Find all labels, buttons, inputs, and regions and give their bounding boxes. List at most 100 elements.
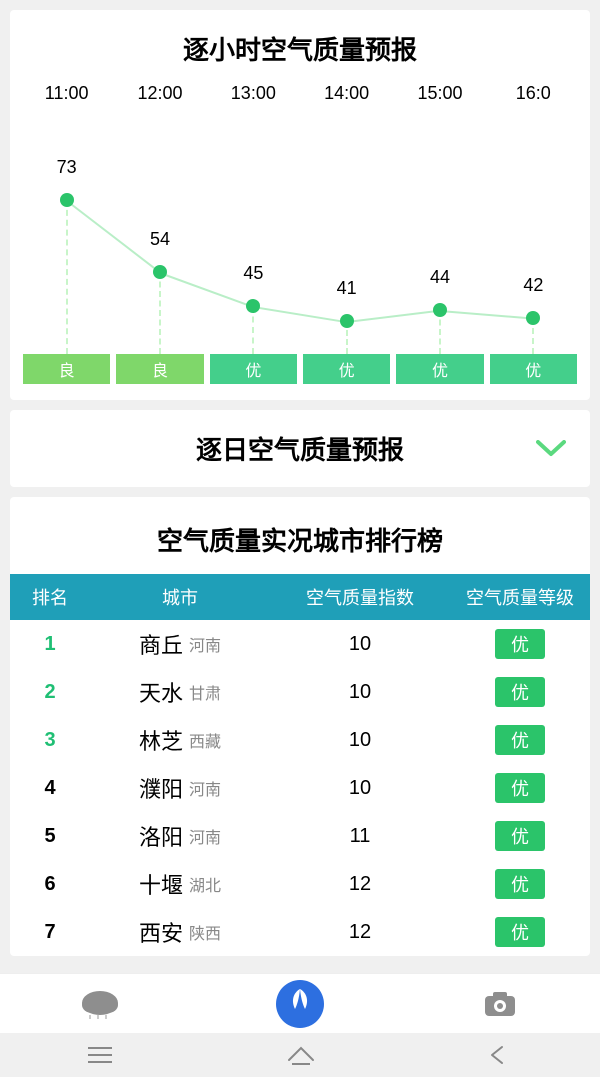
chart-point	[246, 299, 260, 313]
table-row[interactable]: 1 商丘河南 10 优	[10, 620, 590, 668]
cell-grade: 优	[450, 868, 590, 900]
province-name: 陕西	[189, 920, 221, 944]
table-row[interactable]: 3林芝西藏10优	[10, 716, 590, 764]
aqi-badge: 优	[396, 354, 483, 384]
city-name: 濮阳	[139, 772, 183, 804]
grade-tag: 优	[495, 869, 545, 899]
chart-value-label: 54	[150, 229, 170, 250]
province-name: 甘肃	[189, 680, 221, 704]
back-icon[interactable]	[488, 1044, 514, 1066]
table-row[interactable]: 7西安陕西12优	[10, 908, 590, 956]
aqi-badge: 优	[303, 354, 390, 384]
ranking-card: 空气质量实况城市排行榜 排名 城市 空气质量指数 空气质量等级 1商丘河南10优…	[10, 497, 590, 956]
cell-aqi: 12	[270, 916, 450, 948]
table-row[interactable]: 2天水甘肃10优	[10, 668, 590, 716]
cell-aqi: 10	[270, 724, 450, 756]
chart-value-label: 45	[243, 263, 263, 284]
city-name: 林芝	[139, 724, 183, 756]
cell-city: 西安陕西	[90, 916, 270, 948]
chart-segment	[160, 272, 254, 308]
chart-segment	[440, 310, 533, 320]
hourly-chart: 735445414442	[20, 114, 580, 354]
province-name: 河南	[189, 632, 221, 656]
cell-rank: 1	[10, 628, 90, 660]
province-name: 湖北	[189, 872, 221, 896]
cell-aqi: 10	[270, 676, 450, 708]
th-rank: 排名	[10, 574, 90, 620]
province-name: 西藏	[189, 728, 221, 752]
chart-value-label: 44	[430, 267, 450, 288]
hour-label: 12:00	[113, 83, 206, 104]
ranking-title: 空气质量实况城市排行榜	[10, 497, 590, 574]
chart-point	[60, 193, 74, 207]
cell-rank: 3	[10, 724, 90, 756]
daily-card[interactable]: 逐日空气质量预报	[10, 410, 590, 487]
city-name: 西安	[139, 916, 183, 948]
chart-vline	[159, 272, 161, 354]
home-icon[interactable]	[286, 1044, 316, 1066]
province-name: 河南	[189, 824, 221, 848]
aqi-badge: 优	[490, 354, 577, 384]
hour-label: 11:00	[20, 83, 113, 104]
cell-city: 林芝西藏	[90, 724, 270, 756]
cell-rank: 7	[10, 916, 90, 948]
cell-city: 天水甘肃	[90, 676, 270, 708]
hourly-card: 逐小时空气质量预报 11:0012:0013:0014:0015:0016:0 …	[10, 10, 590, 400]
hour-label: 14:00	[300, 83, 393, 104]
hourly-badges: 良良优优优优	[10, 354, 590, 400]
hour-label: 16:0	[487, 83, 580, 104]
cell-aqi: 10	[270, 772, 450, 804]
table-row[interactable]: 6十堰湖北12优	[10, 860, 590, 908]
aqi-badge: 优	[210, 354, 297, 384]
cell-city: 濮阳河南	[90, 772, 270, 804]
cell-grade: 优	[450, 916, 590, 948]
chart-vline	[66, 200, 68, 354]
chart-value-label: 42	[523, 275, 543, 296]
cell-rank: 5	[10, 820, 90, 852]
hourly-title: 逐小时空气质量预报	[10, 10, 590, 83]
cell-aqi: 12	[270, 868, 450, 900]
nav-weather[interactable]	[0, 987, 200, 1021]
cell-aqi: 11	[270, 820, 450, 852]
chart-segment	[347, 310, 441, 323]
grade-tag: 优	[495, 629, 545, 659]
cell-grade: 优	[450, 676, 590, 708]
city-name: 天水	[139, 676, 183, 708]
chart-point	[433, 303, 447, 317]
chevron-down-icon	[536, 440, 566, 458]
chart-point	[340, 314, 354, 328]
table-body: 1商丘河南10优2天水甘肃10优3林芝西藏10优4濮阳河南10优5洛阳河南11优…	[10, 620, 590, 956]
city-name: 十堰	[139, 868, 183, 900]
nav-more[interactable]	[400, 990, 600, 1018]
cloud-icon	[78, 987, 122, 1021]
cell-city: 十堰湖北	[90, 868, 270, 900]
chart-point	[526, 311, 540, 325]
th-aqi: 空气质量指数	[270, 574, 450, 620]
menu-icon[interactable]	[86, 1045, 114, 1065]
system-bar	[0, 1033, 600, 1077]
hour-labels: 11:0012:0013:0014:0015:0016:0	[10, 83, 590, 104]
city-name: 洛阳	[139, 820, 183, 852]
grade-tag: 优	[495, 917, 545, 947]
aqi-badge: 良	[116, 354, 203, 384]
th-grade: 空气质量等级	[450, 574, 590, 620]
cell-rank: 4	[10, 772, 90, 804]
leaf-icon	[275, 979, 325, 1029]
chart-segment	[253, 306, 347, 323]
table-header: 排名 城市 空气质量指数 空气质量等级	[10, 574, 590, 620]
cell-grade: 优	[450, 628, 590, 660]
cell-city: 洛阳河南	[90, 820, 270, 852]
city-name: 商丘	[139, 628, 183, 660]
chart-segment	[66, 201, 161, 274]
cell-aqi: 10	[270, 628, 450, 660]
table-row[interactable]: 4濮阳河南10优	[10, 764, 590, 812]
hour-label: 15:00	[393, 83, 486, 104]
chart-vline	[252, 306, 254, 354]
province-name: 河南	[189, 776, 221, 800]
th-city: 城市	[90, 574, 270, 620]
grade-tag: 优	[495, 677, 545, 707]
nav-air[interactable]	[200, 979, 400, 1029]
grade-tag: 优	[495, 821, 545, 851]
chart-value-label: 73	[57, 157, 77, 178]
table-row[interactable]: 5洛阳河南11优	[10, 812, 590, 860]
